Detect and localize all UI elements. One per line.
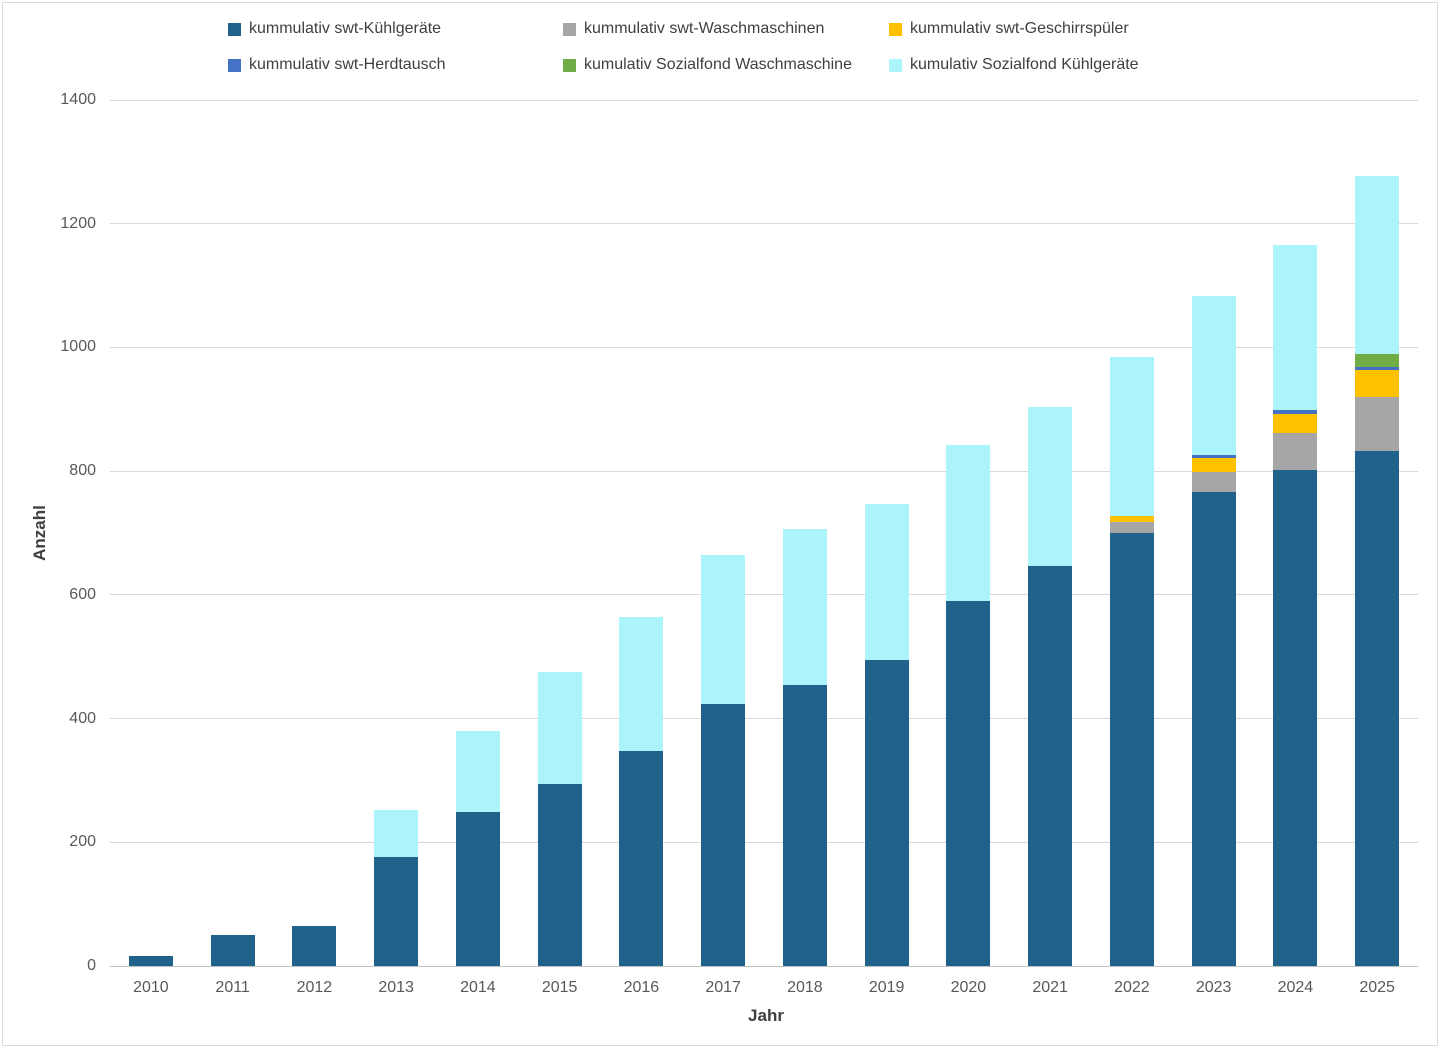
- y-tick-label: 0: [87, 957, 96, 974]
- bar-segment-2020-series-5: [946, 445, 991, 602]
- bar-segment-2015-series-5: [537, 672, 582, 784]
- bar-segment-2016-series-0: [619, 750, 664, 966]
- bar-segment-2011-series-0: [210, 935, 255, 966]
- y-tick-label: 1000: [60, 338, 96, 356]
- bar-segment-2017-series-0: [701, 704, 746, 966]
- gridline: [110, 718, 1418, 720]
- bar-segment-2025-series-3: [1355, 366, 1400, 371]
- gridline: [110, 346, 1418, 348]
- gridline: [110, 470, 1418, 472]
- bar-segment-2025-series-5: [1355, 176, 1400, 355]
- x-tick-label: 2025: [1359, 979, 1395, 996]
- legend-item-5: kumulativ Sozialfond Kühlgeräte: [889, 56, 1139, 74]
- bar-segment-2024-series-2: [1273, 413, 1318, 434]
- y-tick-label: 1400: [60, 91, 96, 108]
- y-axis-title: Anzahl: [30, 505, 49, 561]
- bar-segment-2018-series-5: [782, 529, 827, 685]
- y-tick-label: 1200: [60, 214, 96, 232]
- bar-segment-2016-series-5: [619, 616, 664, 751]
- bar-segment-2013-series-0: [374, 856, 419, 966]
- legend-item-0: kummulativ swt-Kühlgeräte: [228, 20, 441, 38]
- bar-segment-2023-series-5: [1191, 296, 1236, 456]
- bar-segment-2018-series-0: [782, 684, 827, 966]
- gridline: [110, 841, 1418, 843]
- bar-segment-2022-series-1: [1109, 521, 1154, 533]
- x-tick-label: 2019: [868, 979, 905, 996]
- x-tick-label: 2024: [1277, 979, 1314, 996]
- bar-segment-2022-series-0: [1109, 533, 1154, 966]
- legend-swatch-icon: [889, 58, 902, 72]
- legend-item-4: kumulativ Sozialfond Waschmaschine: [563, 56, 852, 74]
- bar-segment-2013-series-5: [374, 809, 419, 857]
- x-tick-label: 2018: [787, 979, 823, 996]
- x-tick-label: 2010: [133, 979, 169, 996]
- bar-segment-2025-series-4: [1355, 354, 1400, 367]
- x-tick-label: 2021: [1032, 979, 1068, 996]
- bar-segment-2023-series-1: [1191, 471, 1236, 492]
- bar-segment-2014-series-0: [455, 811, 500, 966]
- bar-segment-2025-series-0: [1355, 451, 1400, 966]
- legend-swatch-icon: [228, 22, 241, 36]
- bar-segment-2019-series-5: [864, 503, 909, 660]
- y-tick-label: 600: [69, 585, 96, 603]
- legend-swatch-icon: [563, 58, 576, 72]
- legend-label: kummulativ swt-Waschmaschinen: [584, 20, 825, 37]
- bar-segment-2021-series-5: [1028, 407, 1073, 566]
- bar-segment-2024-series-0: [1273, 469, 1318, 966]
- x-tick-label: 2022: [1114, 979, 1150, 996]
- x-tick-label: 2016: [623, 979, 660, 996]
- x-tick-label: 2014: [460, 979, 496, 996]
- bar-segment-2022-series-2: [1109, 515, 1154, 522]
- gridline: [110, 223, 1418, 225]
- gridline: [110, 594, 1418, 596]
- legend-label: kumulativ Sozialfond Waschmaschine: [584, 56, 852, 73]
- bar-segment-2023-series-3: [1191, 455, 1236, 458]
- bar-segment-2010-series-0: [128, 956, 173, 966]
- x-tick-label: 2013: [378, 979, 414, 996]
- y-tick-label: 400: [69, 709, 96, 727]
- gridline: [110, 99, 1418, 101]
- bar-segment-2021-series-0: [1028, 565, 1073, 966]
- legend-label: kummulativ swt-Kühlgeräte: [249, 20, 442, 37]
- legend-swatch-icon: [889, 22, 902, 36]
- y-tick-label: 200: [69, 833, 96, 851]
- bar-segment-2024-series-5: [1273, 245, 1318, 410]
- x-tick-label: 2015: [541, 979, 578, 996]
- legend-swatch-icon: [228, 58, 241, 72]
- bar-segment-2020-series-0: [946, 601, 991, 966]
- bar-segment-2017-series-5: [701, 554, 746, 705]
- bar-segment-2014-series-5: [455, 730, 500, 812]
- legend-label: kummulativ swt-Herdtausch: [249, 56, 446, 73]
- bar-segment-2022-series-5: [1109, 356, 1154, 516]
- legend-item-3: kummulativ swt-Herdtausch: [228, 56, 446, 74]
- bar-segment-2023-series-2: [1191, 457, 1236, 472]
- legend-label: kummulativ swt-Geschirrspüler: [910, 20, 1129, 37]
- bar-segment-2015-series-0: [537, 783, 582, 966]
- bar-segment-2024-series-1: [1273, 433, 1318, 470]
- x-axis-title: Jahr: [748, 1006, 784, 1025]
- x-tick-label: 2012: [296, 979, 333, 996]
- legend-item-2: kummulativ swt-Geschirrspüler: [889, 20, 1129, 38]
- bar-segment-2025-series-1: [1355, 396, 1400, 452]
- x-tick-label: 2011: [215, 979, 250, 996]
- x-tick-label: 2023: [1195, 979, 1232, 996]
- y-tick-label: 800: [69, 462, 96, 480]
- bar-segment-2019-series-0: [864, 659, 909, 966]
- bar-segment-2023-series-0: [1191, 491, 1236, 966]
- legend-item-1: kummulativ swt-Waschmaschinen: [563, 20, 824, 38]
- x-tick-label: 2017: [705, 979, 741, 996]
- bar-segment-2024-series-3: [1273, 409, 1318, 414]
- x-axis-line: [110, 965, 1418, 967]
- legend-label: kumulativ Sozialfond Kühlgeräte: [910, 56, 1139, 73]
- legend-swatch-icon: [563, 22, 576, 36]
- bar-segment-2012-series-0: [292, 925, 337, 966]
- bar-segment-2025-series-2: [1355, 370, 1400, 397]
- x-tick-label: 2020: [950, 979, 987, 996]
